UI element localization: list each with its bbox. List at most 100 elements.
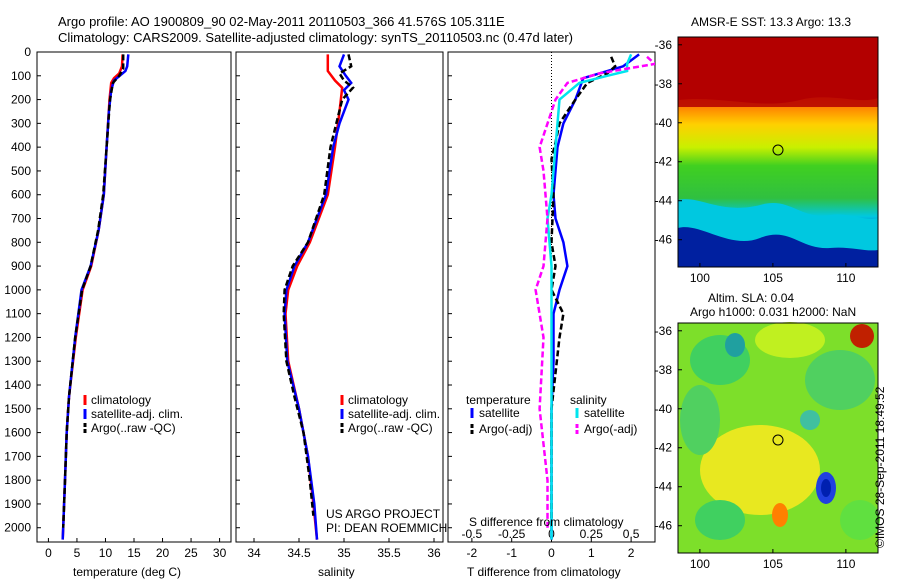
map-x-tick-label: 105 [763,271,783,285]
depth-tick-label: 600 [11,188,31,202]
series-group [282,53,355,540]
temperature-xlabel: temperature (deg C) [73,565,182,579]
x-tick-label: -1 [506,546,517,560]
depth-tick-label: 1500 [4,402,31,416]
map-y-tick-label: -42 [655,155,673,169]
map-x-tick-label: 105 [763,557,783,571]
x-tick-label: -2 [467,546,478,560]
legend-entry: satellite [584,406,625,420]
legend-entry: satellite-adj. clim. [348,407,440,421]
depth-tick-label: 300 [11,116,31,130]
sla-argo-marker [772,434,784,446]
x-tick-label: 30 [213,546,227,560]
sst-map-title: AMSR-E SST: 13.3 Argo: 13.3 [691,15,852,29]
legend-entry: Argo(..raw -QC) [348,421,433,435]
series-line-argo [282,54,355,516]
x-tick-label: 34 [247,546,261,560]
salinity-axes [235,51,444,543]
map-x-tick-label: 100 [690,557,710,571]
legend-entry: Argo(..raw -QC) [91,421,176,435]
map-x-tick-label: 110 [836,557,855,571]
map-y-tick-label: -38 [655,363,673,377]
map-x-tick-label: 110 [836,271,855,285]
legend-entry: Argo(-adj) [584,422,637,436]
legend-salinity-title: salinity [570,393,607,407]
map-y-tick-label: -36 [655,38,673,52]
x-tick-label: 0 [548,546,555,560]
t-difference-xlabel: T difference from climatology [467,565,621,579]
s-tick-label: 0.25 [580,527,604,541]
depth-tick-label: 1000 [4,283,31,297]
depth-tick-label: 1800 [4,473,31,487]
legend-entry: climatology [91,393,151,407]
salinity-xlabel: salinity [318,565,355,579]
legend-entry: Argo(-adj) [479,422,532,436]
legend-entry: climatology [348,393,408,407]
sla-map-subtitle: Argo h1000: 0.031 h2000: NaN [690,305,857,319]
s-tick-label: -0.5 [462,527,483,541]
map-y-tick-label: -40 [655,116,673,130]
series-line-t_sat [550,53,640,540]
plot-title-line1: Argo profile: AO 1900809_90 02-May-2011 … [58,14,505,29]
depth-tick-label: 700 [11,212,31,226]
x-tick-label: 20 [156,546,170,560]
series-line-sat [283,53,353,540]
depth-tick-label: 1600 [4,426,31,440]
map-y-tick-label: -36 [655,324,673,338]
x-tick-label: 10 [99,546,113,560]
project-label: US ARGO PROJECT [326,507,441,521]
depth-tick-label: 1900 [4,497,31,511]
depth-tick-label: 500 [11,164,31,178]
x-tick-label: 35.5 [377,546,401,560]
sla-map [677,322,880,554]
x-tick-label: 25 [184,546,198,560]
series-line-t_argo [550,56,617,528]
map-y-tick-label: -46 [655,519,673,533]
depth-tick-label: 1400 [4,378,31,392]
depth-tick-label: 100 [11,69,31,83]
s-tick-label: -0.25 [498,527,526,541]
map-y-tick-label: -44 [655,194,673,208]
x-tick-label: 36 [427,546,441,560]
s-difference-xlabel: S difference from climatology [469,515,624,529]
x-tick-label: 34.5 [287,546,311,560]
depth-tick-label: 800 [11,235,31,249]
series-group [534,53,655,540]
series-line-argo [61,54,125,528]
depth-tick-label: 0 [24,45,31,59]
series-line-clim [61,54,124,540]
map-y-tick-label: -40 [655,402,673,416]
x-tick-label: 1 [588,546,595,560]
depth-tick-label: 2000 [4,521,31,535]
map-y-tick-label: -38 [655,77,673,91]
sst-map [677,36,879,268]
map-y-tick-label: -42 [655,441,673,455]
depth-tick-label: 900 [11,259,31,273]
series-line-sat [61,54,130,540]
map-y-tick-label: -44 [655,480,673,494]
depth-tick-label: 1300 [4,354,31,368]
x-tick-label: 15 [127,546,141,560]
legend-entry: satellite-adj. clim. [91,407,183,421]
legend-temperature-title: temperature [466,393,531,407]
sst-argo-marker [772,144,784,156]
depth-tick-label: 200 [11,93,31,107]
series-line-clim [284,54,344,540]
series-line-s_sat [546,53,633,540]
x-tick-label: 5 [74,546,81,560]
depth-tick-label: 1200 [4,330,31,344]
sla-map-title: Altim. SLA: 0.04 [708,291,795,305]
x-tick-label: 2 [628,546,635,560]
depth-tick-label: 1100 [5,307,31,321]
pi-label: PI: DEAN ROEMMICH [326,521,448,535]
depth-tick-label: 400 [11,140,31,154]
s-tick-label: 0.5 [623,527,640,541]
x-tick-label: 0 [45,546,52,560]
x-tick-label: 35 [337,546,351,560]
legend-entry: satellite [479,406,520,420]
depth-tick-label: 1700 [4,449,31,463]
series-group [61,54,130,540]
series-line-s_argo [534,55,655,528]
plot-title-line2: Climatology: CARS2009. Satellite-adjuste… [58,30,573,45]
